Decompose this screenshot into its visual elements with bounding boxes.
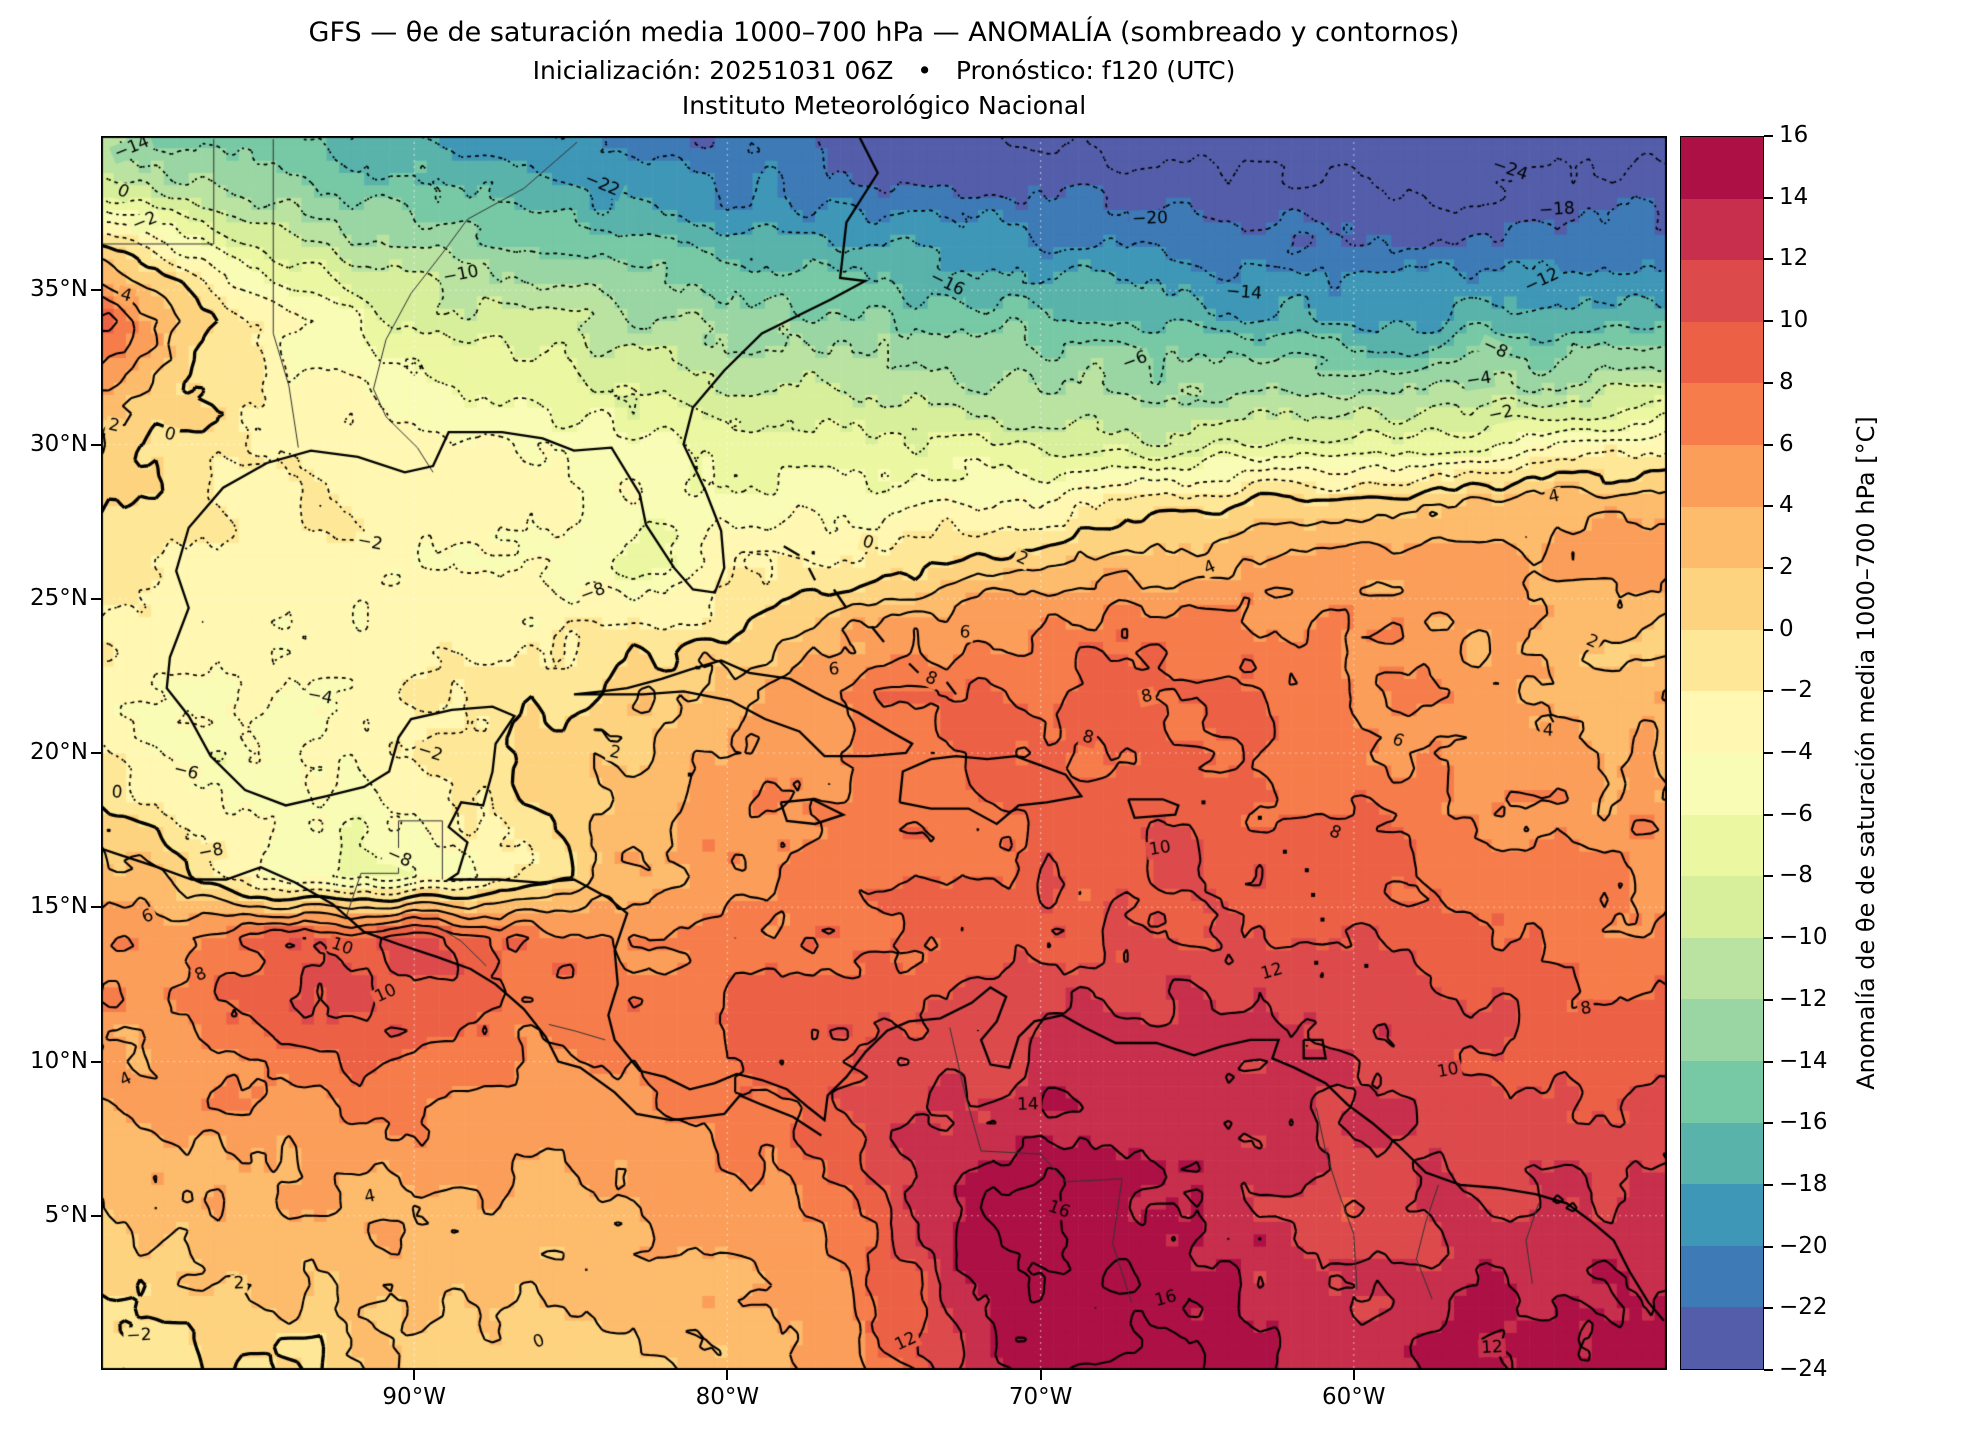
colorbar-tick-label: −10	[1779, 924, 1828, 951]
chart-subtitle: Inicialización: 20251031 06Z • Pronóstic…	[532, 55, 1236, 85]
colorbar-tick-label: −22	[1779, 1294, 1828, 1321]
lat-tick-label: 20°N	[30, 739, 88, 765]
lon-tick-label: 90°W	[382, 1384, 446, 1410]
lat-tick-label: 15°N	[30, 893, 88, 920]
colorbar-tick-label: −8	[1779, 862, 1813, 889]
colorbar-segment	[1681, 444, 1763, 507]
colorbar-segment	[1681, 1122, 1763, 1185]
lat-tickmark	[91, 597, 101, 600]
colorbar-tickmark	[1764, 196, 1773, 199]
colorbar-tick-label: −20	[1779, 1232, 1828, 1259]
lat-tickmark	[91, 443, 101, 446]
colorbar-tick-label: 12	[1779, 245, 1809, 272]
colorbar-tick-label: 8	[1779, 368, 1794, 395]
colorbar-tick-label: 10	[1779, 307, 1809, 334]
colorbar-segment	[1681, 629, 1763, 692]
chart-institution: Instituto Meteorológico Nacional	[681, 91, 1087, 120]
colorbar-tickmark	[1764, 1060, 1773, 1063]
colorbar-segment	[1681, 1060, 1763, 1123]
colorbar-segment	[1681, 198, 1763, 261]
colorbar-tickmark	[1764, 937, 1773, 940]
colorbar-tickmark	[1764, 320, 1773, 323]
colorbar-tickmark	[1764, 135, 1773, 137]
map-canvas	[101, 136, 1667, 1370]
colorbar-tick-label: −18	[1779, 1170, 1828, 1197]
colorbar-segment	[1681, 1245, 1763, 1308]
lat-tick-label: 35°N	[30, 276, 88, 303]
colorbar-tickmark	[1764, 690, 1773, 693]
colorbar-tick-label: −6	[1779, 800, 1813, 827]
lat-tick-label: 25°N	[30, 584, 88, 611]
colorbar-tickmark	[1764, 813, 1773, 816]
lat-tickmark	[91, 1060, 101, 1063]
colorbar-tickmark	[1764, 998, 1773, 1001]
colorbar-segment	[1681, 568, 1763, 630]
colorbar-segment	[1681, 260, 1763, 322]
colorbar	[1680, 136, 1764, 1370]
chart-title: GFS — θe de saturación media 1000–700 hP…	[308, 17, 1460, 48]
colorbar-tick-label: 4	[1779, 492, 1794, 519]
colorbar-tick-label: 14	[1779, 183, 1809, 210]
lat-tick-label: 10°N	[30, 1047, 88, 1074]
colorbar-segment	[1681, 506, 1763, 569]
colorbar-tick-label: 6	[1779, 430, 1794, 457]
colorbar-segment	[1681, 383, 1763, 445]
lat-tickmark	[91, 906, 101, 909]
lon-tick-label: 60°W	[1322, 1384, 1386, 1410]
colorbar-segment	[1681, 137, 1763, 199]
lat-tickmark	[91, 289, 101, 292]
lon-tickmark	[1352, 1370, 1355, 1380]
colorbar-axis-label: Anomalía de θe de saturación media 1000–…	[1852, 416, 1880, 1090]
colorbar-tickmark	[1764, 1369, 1773, 1371]
colorbar-tick-label: −2	[1779, 677, 1813, 704]
colorbar-tickmark	[1764, 443, 1773, 446]
colorbar-tickmark	[1764, 566, 1773, 569]
colorbar-segment	[1681, 876, 1763, 938]
lat-tickmark	[91, 1214, 101, 1217]
colorbar-tick-label: 2	[1779, 553, 1794, 580]
lon-tickmark	[413, 1370, 416, 1380]
colorbar-tick-label: −4	[1779, 739, 1813, 765]
lon-tick-label: 70°W	[1008, 1384, 1073, 1410]
colorbar-segment	[1681, 814, 1763, 877]
title-block: GFS — θe de saturación media 1000–700 hP…	[101, 16, 1667, 121]
colorbar-segment	[1681, 752, 1763, 815]
colorbar-segment	[1681, 1184, 1763, 1246]
lat-tick-label: 5°N	[44, 1201, 88, 1228]
colorbar-tick-label: 16	[1779, 122, 1809, 148]
colorbar-tickmark	[1764, 381, 1773, 384]
colorbar-tick-label: −12	[1779, 985, 1828, 1012]
colorbar-segment	[1681, 999, 1763, 1061]
colorbar-segment	[1681, 1307, 1763, 1369]
colorbar-tick-label: −14	[1779, 1047, 1828, 1074]
lat-tickmark	[91, 752, 101, 754]
colorbar-tickmark	[1764, 258, 1773, 261]
lat-tick-label: 30°N	[30, 430, 88, 457]
lon-tickmark	[726, 1370, 729, 1380]
colorbar-tick-label: −24	[1779, 1356, 1828, 1382]
colorbar-tickmark	[1764, 1183, 1773, 1186]
colorbar-tickmark	[1764, 1122, 1773, 1125]
colorbar-segment	[1681, 937, 1763, 1000]
colorbar-segment	[1681, 691, 1763, 753]
colorbar-tickmark	[1764, 1245, 1773, 1248]
lon-tick-label: 80°W	[695, 1384, 760, 1410]
lon-tickmark	[1039, 1370, 1042, 1380]
colorbar-tick-label: 0	[1779, 615, 1794, 642]
colorbar-tick-label: −16	[1779, 1109, 1828, 1136]
colorbar-tickmark	[1764, 628, 1773, 631]
colorbar-segment	[1681, 321, 1763, 384]
colorbar-tickmark	[1764, 752, 1773, 754]
colorbar-tickmark	[1764, 875, 1773, 878]
colorbar-tickmark	[1764, 1307, 1773, 1310]
colorbar-tickmark	[1764, 505, 1773, 508]
